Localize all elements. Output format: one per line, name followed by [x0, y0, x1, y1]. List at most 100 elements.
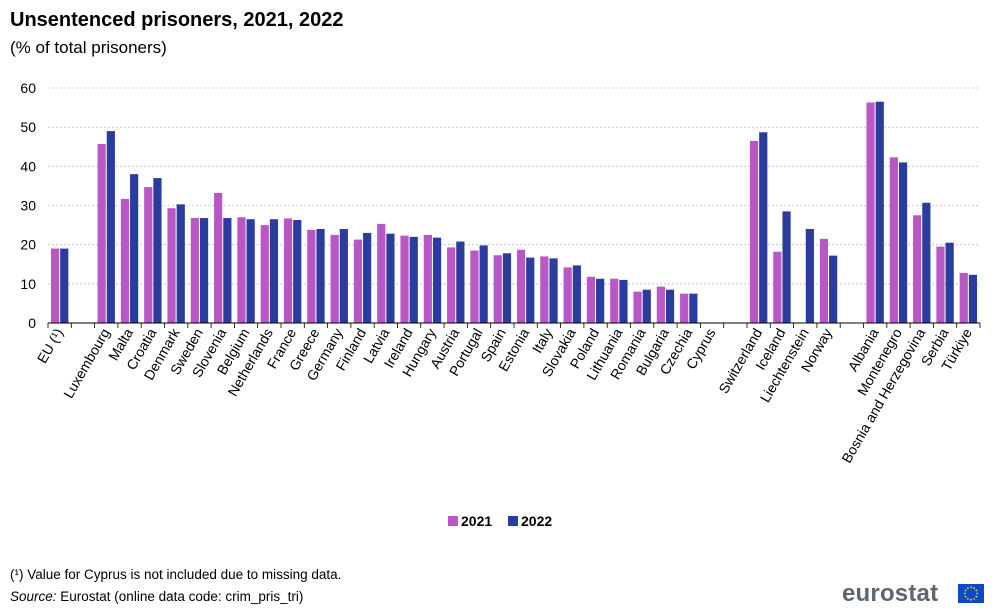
flag-star	[976, 592, 979, 595]
flag-star	[975, 589, 978, 592]
bar-2021	[144, 187, 153, 323]
bar-2021	[959, 272, 968, 323]
bar-2021	[610, 278, 619, 323]
bar-2021	[563, 267, 572, 323]
bar-2021	[889, 157, 898, 323]
bar-2022	[759, 132, 768, 323]
bar-2021	[237, 217, 246, 323]
x-axis-ticks	[47, 323, 981, 328]
bar-2022	[339, 229, 348, 323]
y-tick-label: 40	[20, 158, 36, 174]
bar-2022	[223, 218, 232, 323]
bar-2022	[293, 219, 302, 323]
flag-star	[967, 597, 969, 600]
bar-2022	[549, 258, 558, 323]
bar-2022	[153, 178, 162, 323]
y-tick-label: 20	[20, 237, 36, 253]
y-tick-label: 10	[20, 276, 36, 292]
bar-2022	[596, 278, 605, 323]
bar-2021	[936, 246, 945, 323]
flag-star	[973, 587, 975, 590]
legend-swatch	[508, 516, 518, 526]
y-tick-label: 60	[20, 80, 36, 96]
source-label: Source:	[10, 589, 57, 604]
flag-star	[963, 592, 966, 595]
bar-2021	[773, 251, 782, 323]
bar-2021	[493, 255, 502, 323]
bar-2022	[689, 293, 698, 323]
y-tick-label: 50	[20, 119, 36, 135]
brand-text: eurostat	[842, 580, 939, 607]
bar-2021	[307, 229, 316, 323]
bar-2022	[922, 202, 931, 323]
chart-title: Unsentenced prisoners, 2021, 2022	[10, 9, 344, 31]
legend: 2021 2022	[448, 513, 552, 529]
bar-2022	[805, 229, 814, 323]
footnote: (¹) Value for Cyprus is not included due…	[10, 567, 342, 582]
y-tick-label: 30	[20, 198, 36, 214]
bar-2021	[540, 256, 549, 323]
chart-subtitle: (% of total prisoners)	[10, 38, 167, 57]
bar-2021	[400, 235, 409, 323]
legend-label: 2022	[521, 513, 552, 529]
bar-2021	[190, 218, 199, 323]
bar-2021	[470, 250, 479, 323]
x-tick-label: EU (¹)	[34, 326, 67, 366]
flag-star	[970, 598, 972, 601]
bar-2022	[945, 242, 954, 323]
bar-chart: 0 10 20 30 40 50 60 EU (¹)LuxembourgMaltaCroat…	[20, 80, 981, 529]
bar-2021	[913, 215, 922, 323]
bars	[50, 101, 978, 323]
bar-2021	[50, 248, 60, 323]
bar-2022	[526, 257, 535, 323]
bar-2021	[749, 140, 759, 323]
grid-lines	[48, 87, 980, 285]
bar-2022	[409, 236, 418, 323]
bar-2022	[642, 289, 651, 323]
flag-star	[975, 595, 978, 598]
bar-2021	[447, 247, 456, 323]
bar-2022	[432, 237, 442, 323]
bar-2022	[199, 218, 209, 323]
bar-2022	[782, 211, 791, 323]
bar-2021	[330, 234, 339, 323]
legend-label: 2021	[461, 513, 492, 529]
bar-2022	[60, 248, 69, 323]
bar-2021	[656, 286, 665, 323]
bar-2021	[516, 249, 526, 323]
bar-2021	[586, 276, 596, 323]
bar-2022	[502, 253, 512, 323]
bar-2021	[97, 144, 106, 323]
bar-2022	[246, 219, 255, 323]
bar-2022	[386, 233, 395, 323]
bar-2022	[456, 241, 465, 323]
flag-star	[964, 589, 967, 592]
bar-2021	[377, 223, 386, 323]
source-text: Eurostat (online data code: crim_pris_tr…	[56, 589, 304, 604]
bar-2022	[130, 174, 139, 323]
bar-2022	[875, 101, 884, 323]
bar-2022	[968, 274, 978, 323]
bar-2021	[283, 218, 293, 323]
legend-swatch	[448, 516, 458, 526]
bar-2021	[167, 208, 176, 323]
bar-2021	[214, 192, 223, 323]
source-note: Source: Eurostat (online data code: crim…	[10, 589, 303, 604]
bar-2022	[363, 232, 372, 323]
flag-star	[973, 597, 975, 600]
y-tick-label: 0	[28, 315, 36, 331]
bar-2022	[665, 289, 675, 323]
bar-2022	[176, 204, 185, 323]
bar-2021	[819, 238, 829, 323]
x-tick-label: Luxembourg	[60, 326, 113, 401]
flag-star	[970, 586, 972, 589]
bar-2022	[106, 131, 115, 323]
x-axis-labels: EU (¹)LuxembourgMaltaCroatiaDenmarkSwede…	[34, 325, 975, 466]
bar-2021	[120, 198, 130, 323]
bar-2021	[680, 293, 689, 323]
bar-2021	[353, 239, 363, 323]
bar-2022	[829, 255, 838, 323]
eurostat-logo: eurostat	[842, 580, 992, 610]
bar-2021	[633, 291, 642, 323]
bar-2022	[316, 229, 325, 323]
